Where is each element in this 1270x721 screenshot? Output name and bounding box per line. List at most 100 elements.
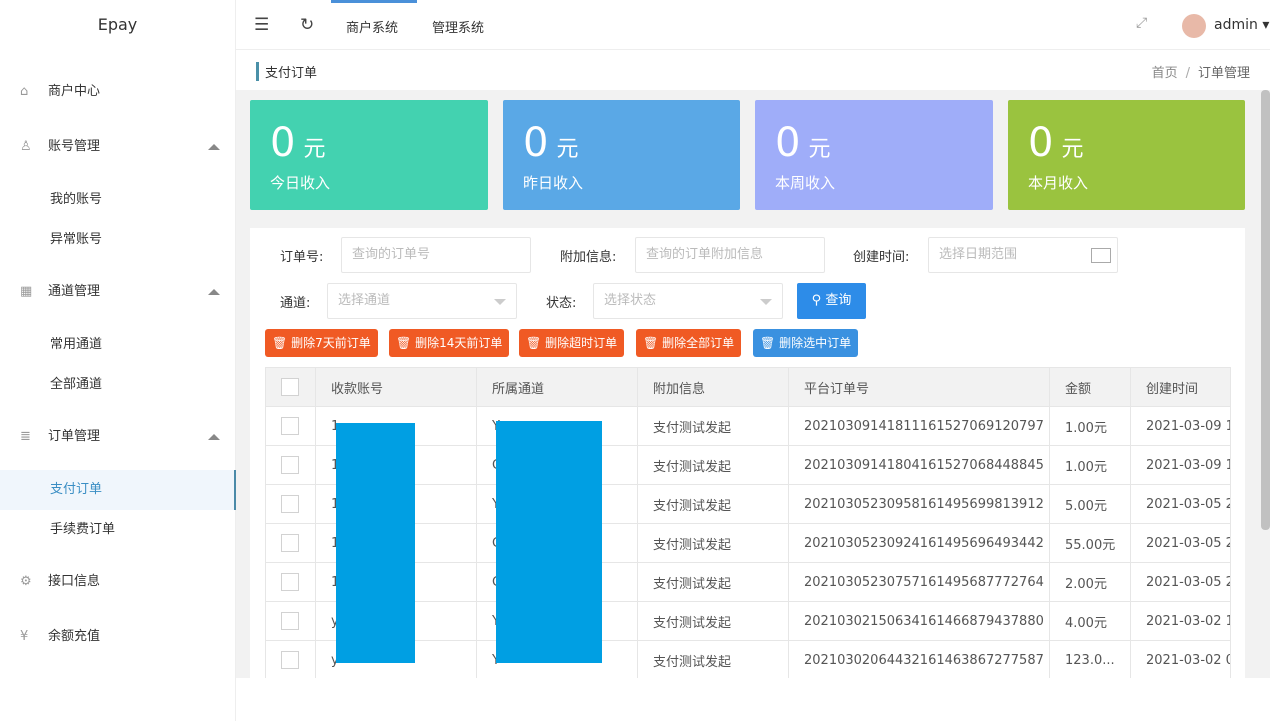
caret-up-icon	[208, 289, 220, 295]
caret-up-icon	[208, 144, 220, 150]
order-no-cell: 20210305230958161495699813912	[788, 484, 1050, 524]
orders-table: 收款账号 所属通道 附加信息 平台订单号 金额 创建时间 1Y支付测试发起202…	[265, 367, 1231, 680]
row-checkbox[interactable]	[281, 495, 299, 513]
column-header-created[interactable]: 创建时间	[1130, 367, 1231, 407]
sidebar-item-merchant-center[interactable]: ⌂ 商户中心	[0, 72, 236, 112]
stat-unit: 元	[556, 137, 579, 162]
extra-info-input[interactable]: 查询的订单附加信息	[635, 237, 825, 273]
extra-cell: 支付测试发起	[637, 640, 789, 680]
stat-label: 今日收入	[270, 174, 331, 192]
sidebar-subitem-all-channel[interactable]: 全部通道	[0, 365, 236, 405]
trash-icon: 🗑	[526, 336, 542, 350]
extra-cell: 支付测试发起	[637, 445, 789, 485]
row-checkbox[interactable]	[281, 612, 299, 630]
button-label: 删除7天前订单	[291, 336, 371, 350]
row-checkbox[interactable]	[281, 651, 299, 669]
sidebar-subitem-fee-orders[interactable]: 手续费订单	[0, 510, 236, 550]
status-select[interactable]: 选择状态	[593, 283, 783, 319]
stat-unit: 元	[808, 137, 831, 162]
order-no-input[interactable]: 查询的订单号	[341, 237, 531, 273]
sidebar-item-api-info[interactable]: ⚙ 接口信息	[0, 562, 236, 602]
extra-cell: 支付测试发起	[637, 523, 789, 563]
fullscreen-icon[interactable]: ⤢	[1136, 15, 1148, 31]
amount-cell: 55.00元	[1049, 523, 1131, 563]
select-all-checkbox[interactable]	[281, 378, 299, 396]
table-header-row: 收款账号 所属通道 附加信息 平台订单号 金额 创建时间	[265, 367, 1231, 407]
column-header-amount[interactable]: 金额	[1049, 367, 1131, 407]
trash-icon: 🗑	[396, 336, 412, 350]
sidebar-subitem-common-channel[interactable]: 常用通道	[0, 325, 236, 365]
channel-placeholder: 选择通道	[338, 293, 391, 308]
order-no-label: 订单号:	[280, 250, 324, 265]
sidebar-item-orders[interactable]: ≣ 订单管理	[0, 417, 236, 457]
chevron-down-icon	[760, 299, 772, 305]
breadcrumb-home[interactable]: 首页	[1151, 66, 1178, 81]
delete-selected-button[interactable]: 🗑 删除选中订单	[753, 329, 859, 357]
created-cell: 2021-03-05 2	[1130, 523, 1231, 563]
column-header-channel[interactable]: 所属通道	[476, 367, 638, 407]
stat-card-today: 0 元今日收入	[250, 100, 488, 210]
avatar[interactable]	[1182, 14, 1206, 38]
sidebar-item-recharge[interactable]: ¥ 余额充值	[0, 617, 236, 657]
order-no-cell: 20210302150634161466879437880	[788, 601, 1050, 641]
search-icon: ⚲	[811, 293, 822, 308]
refresh-icon[interactable]: ↻	[300, 15, 315, 35]
channel-select[interactable]: 选择通道	[327, 283, 517, 319]
delete-14-days-button[interactable]: 🗑 删除14天前订单	[389, 329, 510, 357]
home-icon: ⌂	[20, 84, 29, 99]
delete-timeout-button[interactable]: 🗑 删除超时订单	[519, 329, 625, 357]
nav-admin-system[interactable]: 管理系统	[432, 21, 485, 36]
stat-card-month: 0 元本月收入	[1008, 100, 1245, 210]
row-select-cell	[265, 445, 316, 485]
order-no-cell: 20210305230924161495696493442	[788, 523, 1050, 563]
row-checkbox[interactable]	[281, 573, 299, 591]
scrollbar[interactable]	[1261, 90, 1270, 530]
search-button[interactable]: ⚲ 查询	[797, 283, 866, 319]
nav-merchant-system[interactable]: 商户系统	[346, 21, 399, 36]
delete-all-button[interactable]: 🗑 删除全部订单	[636, 329, 742, 357]
created-cell: 2021-03-05 2	[1130, 484, 1231, 524]
sidebar-item-label: 余额充值	[48, 629, 101, 644]
trash-icon: 🗑	[643, 336, 659, 350]
amount-cell: 1.00元	[1049, 445, 1131, 485]
stat-value: 0	[270, 120, 296, 166]
order-no-cell: 20210305230757161495687772764	[788, 562, 1050, 602]
sidebar-subitem-abnormal-account[interactable]: 异常账号	[0, 220, 236, 260]
sidebar-subitem-label: 我的账号	[50, 192, 103, 207]
sidebar-subitem-my-account[interactable]: 我的账号	[0, 180, 236, 220]
status-label: 状态:	[546, 296, 577, 311]
created-cell: 2021-03-09 1	[1130, 445, 1231, 485]
amount-cell: 1.00元	[1049, 406, 1131, 446]
amount-cell: 5.00元	[1049, 484, 1131, 524]
trash-icon: 🗑	[760, 336, 776, 350]
sidebar-item-channel[interactable]: ▦ 通道管理	[0, 272, 236, 312]
sidebar-item-account[interactable]: ♙ 账号管理	[0, 127, 236, 167]
sidebar-subitem-payment-orders[interactable]: 支付订单	[0, 470, 236, 510]
row-checkbox[interactable]	[281, 534, 299, 552]
order-no-cell: 20210309141811161527069120797	[788, 406, 1050, 446]
column-header-extra[interactable]: 附加信息	[637, 367, 789, 407]
row-checkbox[interactable]	[281, 456, 299, 474]
row-checkbox[interactable]	[281, 417, 299, 435]
breadcrumb-current: 订单管理	[1197, 66, 1250, 81]
row-select-cell	[265, 523, 316, 563]
redaction-box	[336, 423, 415, 663]
stat-label: 昨日收入	[523, 174, 584, 192]
date-range-input[interactable]: 选择日期范围	[928, 237, 1118, 273]
stat-label: 本月收入	[1028, 174, 1089, 192]
amount-cell: 2.00元	[1049, 562, 1131, 602]
row-select-cell	[265, 406, 316, 446]
column-header-account[interactable]: 收款账号	[315, 367, 477, 407]
delete-7-days-button[interactable]: 🗑 删除7天前订单	[265, 329, 378, 357]
extra-cell: 支付测试发起	[637, 406, 789, 446]
created-cell: 2021-03-09 1	[1130, 406, 1231, 446]
stat-card-week: 0 元本周收入	[755, 100, 993, 210]
row-select-cell	[265, 640, 316, 680]
collapse-menu-icon[interactable]: ☰	[254, 15, 270, 35]
user-menu[interactable]: admin ▾	[1214, 17, 1269, 33]
table-row[interactable]: yY支付测试发起20210302064432161463867277587123…	[265, 640, 1231, 680]
stat-unit: 元	[303, 137, 326, 162]
column-header-order-no[interactable]: 平台订单号	[788, 367, 1050, 407]
extra-cell: 支付测试发起	[637, 601, 789, 641]
order-no-cell: 20210309141804161527068448845	[788, 445, 1050, 485]
